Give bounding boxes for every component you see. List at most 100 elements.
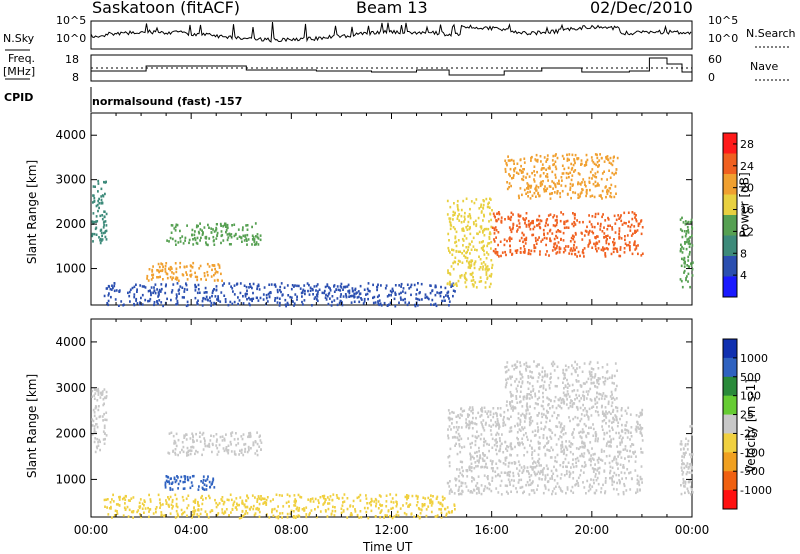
power-cell: [572, 212, 574, 215]
velocity-cell: [217, 450, 220, 453]
velocity-cell: [349, 505, 351, 508]
power-cell: [533, 191, 536, 195]
power-cell: [399, 296, 402, 299]
power-cell: [136, 302, 139, 305]
power-cell: [554, 183, 556, 186]
velocity-cell: [533, 491, 536, 495]
power-cell: [558, 182, 560, 185]
power-cell: [488, 220, 490, 223]
velocity-cell: [581, 394, 584, 397]
velocity-cell: [148, 493, 150, 497]
velocity-cell: [245, 509, 247, 513]
velocity-cell: [430, 498, 432, 501]
power-cell: [685, 240, 688, 244]
power-cell: [631, 217, 634, 221]
velocity-cell: [243, 443, 245, 446]
velocity-cell: [462, 469, 464, 473]
velocity-cell: [215, 433, 218, 436]
power-cell: [595, 176, 598, 179]
velocity-cell: [597, 413, 600, 417]
velocity-cell: [591, 447, 593, 450]
velocity-cell: [204, 479, 207, 482]
velocity-cell: [157, 493, 160, 497]
power-cell: [692, 261, 694, 264]
power-cell: [196, 278, 199, 282]
velocity-cell: [227, 451, 230, 455]
velocity-cell: [538, 390, 540, 393]
power-cell: [487, 253, 490, 256]
velocity-cell: [595, 435, 597, 438]
velocity-cell: [307, 498, 310, 501]
power-cell: [531, 155, 533, 159]
power-cell: [318, 288, 321, 291]
power-cell: [113, 289, 116, 293]
velocity-cell: [469, 458, 472, 461]
velocity-cell: [530, 393, 532, 397]
power-cell: [452, 218, 454, 221]
velocity-cell: [340, 507, 343, 510]
power-cell: [459, 274, 462, 278]
velocity-cell: [191, 432, 194, 435]
velocity-cell: [525, 432, 527, 435]
power-cell: [176, 223, 179, 227]
power-cell: [135, 299, 137, 302]
velocity-cell: [314, 508, 316, 511]
velocity-cell: [577, 484, 580, 487]
velocity-cell: [684, 444, 687, 447]
power-cell: [210, 275, 213, 278]
velocity-cell: [555, 485, 557, 488]
power-cell: [525, 223, 528, 227]
velocity-cell: [590, 378, 593, 381]
power-cell: [456, 204, 459, 207]
velocity-cell: [395, 513, 398, 517]
power-cell: [177, 241, 180, 244]
velocity-cell: [405, 502, 408, 505]
velocity-cell: [598, 397, 601, 401]
power-cell: [238, 235, 241, 238]
power-cell: [534, 246, 537, 249]
velocity-cell: [587, 450, 590, 453]
power-cell: [569, 171, 572, 174]
power-cell: [508, 182, 511, 185]
cpid-label: CPID: [4, 91, 34, 104]
power-cell: [506, 163, 508, 167]
power-cell: [212, 239, 215, 243]
velocity-cell: [520, 478, 523, 482]
power-cell: [100, 239, 103, 242]
power-cell: [572, 238, 575, 241]
power-cell: [596, 153, 598, 157]
velocity-cell: [440, 511, 443, 514]
velocity-cell: [226, 450, 229, 453]
power-cell: [456, 205, 459, 208]
power-cell: [243, 284, 246, 287]
power-cell: [465, 226, 468, 229]
power-cell: [603, 235, 605, 239]
velocity-cell: [294, 504, 297, 507]
velocity-cell: [93, 411, 96, 414]
velocity-cell: [632, 443, 635, 446]
velocity-cell: [606, 377, 609, 381]
power-cell: [331, 295, 334, 298]
power-cell: [195, 225, 198, 229]
power-cell: [554, 160, 557, 163]
power-cell: [599, 228, 602, 231]
power-cell: [618, 227, 621, 230]
power-cell: [455, 240, 458, 244]
velocity-cell: [591, 376, 594, 379]
nave-tick-bottom: 0: [708, 71, 715, 84]
power-cell: [172, 272, 175, 275]
power-cell: [102, 231, 105, 235]
velocity-cell: [589, 463, 592, 467]
power-cell: [215, 270, 218, 273]
power-cell: [179, 265, 181, 269]
velocity-cell: [139, 498, 142, 501]
power-cell: [555, 252, 558, 255]
velocity-cell: [569, 445, 572, 448]
power-cell: [242, 295, 244, 298]
velocity-cell: [211, 450, 213, 454]
velocity-cell: [252, 507, 255, 511]
power-cell: [628, 241, 631, 244]
velocity-cell: [250, 447, 252, 450]
power-cell: [679, 278, 682, 281]
power-cell: [202, 297, 204, 300]
